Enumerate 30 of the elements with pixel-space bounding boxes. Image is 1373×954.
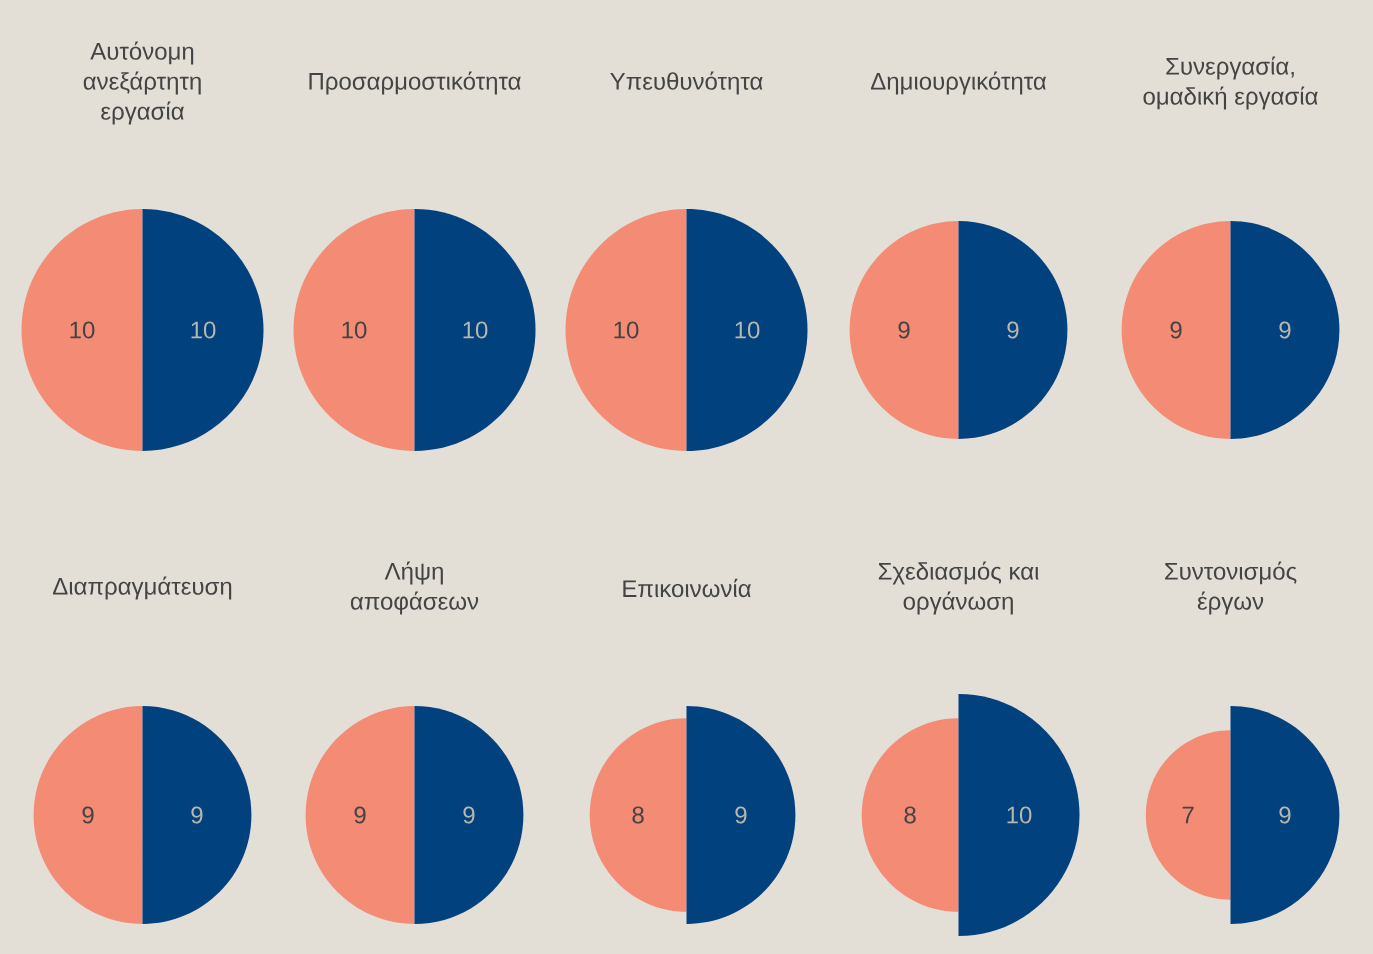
data-label: 9 xyxy=(1279,806,1291,824)
category-label: Συνεργασία, ομαδική εργασία xyxy=(1143,56,1318,110)
data-label: 8 xyxy=(632,806,644,824)
data-label: 9 xyxy=(1170,321,1182,339)
category-label: Διαπραγμάτευση xyxy=(52,576,232,600)
data-label: 9 xyxy=(735,806,747,824)
data-label: 10 xyxy=(342,321,367,339)
data-label: 9 xyxy=(463,806,475,824)
data-label: 9 xyxy=(1279,321,1291,339)
data-label: 10 xyxy=(463,321,488,339)
category-label: Αυτόνομη ανεξάρτητη εργασία xyxy=(83,41,201,125)
category-label: Προσαρμοστικότητα xyxy=(309,71,521,95)
category-label: Υπευθυνότητα xyxy=(610,71,763,95)
data-label: 9 xyxy=(191,806,203,824)
data-label: 9 xyxy=(354,806,366,824)
data-label: 10 xyxy=(70,321,95,339)
data-label: 9 xyxy=(898,321,910,339)
data-label: 10 xyxy=(191,321,216,339)
data-label: 9 xyxy=(82,806,94,824)
category-label: Λήψη αποφάσεων xyxy=(350,561,479,615)
category-label: Σχεδιασμός και οργάνωση xyxy=(878,561,1039,615)
data-label: 10 xyxy=(614,321,639,339)
data-label: 7 xyxy=(1182,806,1194,824)
data-label: 10 xyxy=(735,321,760,339)
category-label: Επικοινωνία xyxy=(623,578,751,598)
category-label: Δημιουργικότητα xyxy=(870,71,1047,95)
category-label: Συντονισμός έργων xyxy=(1165,561,1297,615)
data-label: 8 xyxy=(904,806,916,824)
data-label: 9 xyxy=(1007,321,1019,339)
data-label: 10 xyxy=(1007,806,1032,824)
